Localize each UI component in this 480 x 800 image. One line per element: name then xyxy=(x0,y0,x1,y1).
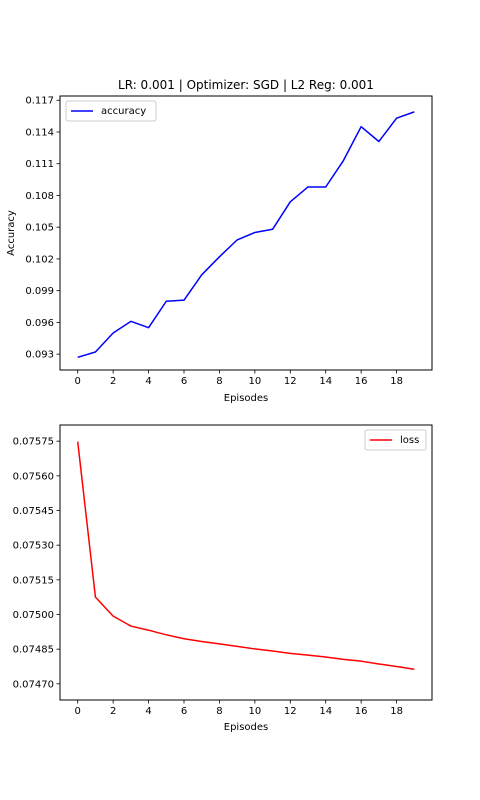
series-line-loss xyxy=(76,441,415,671)
x-tick-label: 14 xyxy=(319,706,332,717)
y-tick-label: 0.096 xyxy=(25,318,54,329)
x-tick-label: 14 xyxy=(319,376,332,387)
y-tick-label: 0.07545 xyxy=(13,506,54,517)
x-axis-label: Episodes xyxy=(224,722,268,733)
y-tick-label: 0.111 xyxy=(25,159,54,170)
x-tick-label: 6 xyxy=(181,376,187,387)
x-tick-label: 8 xyxy=(216,376,222,387)
y-tick-label: 0.093 xyxy=(25,350,54,361)
x-tick-label: 4 xyxy=(145,706,151,717)
x-tick-label: 6 xyxy=(181,706,187,717)
y-tick-label: 0.114 xyxy=(25,127,54,138)
y-tick-label: 0.07515 xyxy=(13,575,54,586)
y-tick-label: 0.07485 xyxy=(13,645,54,656)
x-axis-label: Episodes xyxy=(224,393,268,404)
x-tick-label: 18 xyxy=(390,706,403,717)
accuracy-subplot: LR: 0.001 | Optimizer: SGD | L2 Reg: 0.0… xyxy=(6,78,433,404)
loss-axes-frame xyxy=(59,424,433,701)
x-tick-label: 2 xyxy=(110,376,116,387)
legend: loss xyxy=(364,429,427,451)
x-tick-label: 0 xyxy=(75,706,81,717)
x-tick-label: 16 xyxy=(355,376,368,387)
y-axis-label: Accuracy xyxy=(6,210,17,256)
x-tick-label: 8 xyxy=(216,706,222,717)
loss-subplot: 0 2 4 6 8 10 12 14 16 18 0.07470 0.07485 0.07500 0.07… xyxy=(13,424,433,733)
x-tick-label: 0 xyxy=(75,376,81,387)
x-tick-label: 12 xyxy=(284,706,297,717)
legend-box xyxy=(364,429,427,451)
x-tick-label: 4 xyxy=(145,376,151,387)
x-tick-label: 12 xyxy=(284,376,297,387)
y-tick-label: 0.105 xyxy=(25,223,54,234)
y-tick-label: 0.099 xyxy=(25,286,54,297)
y-tick-label: 0.07470 xyxy=(13,679,54,690)
x-tick-label: 10 xyxy=(248,376,261,387)
legend: accuracy xyxy=(65,100,157,122)
y-tick-label: 0.117 xyxy=(25,96,54,107)
y-tick-label: 0.07560 xyxy=(13,471,54,482)
legend-label-accuracy: accuracy xyxy=(101,106,146,117)
x-tick-label: 2 xyxy=(110,706,116,717)
x-tick-label: 10 xyxy=(248,706,261,717)
series-line-accuracy xyxy=(77,111,415,359)
y-tick-label: 0.07575 xyxy=(13,437,54,448)
y-tick-label: 0.102 xyxy=(25,254,54,265)
chart-title: LR: 0.001 | Optimizer: SGD | L2 Reg: 0.0… xyxy=(118,78,374,92)
y-tick-label: 0.07530 xyxy=(13,541,54,552)
x-tick-label: 16 xyxy=(355,706,368,717)
loss-plot-area: 0 2 4 6 8 10 12 14 16 18 0.07470 0.07485 0.07500 0.07… xyxy=(13,437,415,717)
x-tick-label: 18 xyxy=(390,376,403,387)
legend-label-loss: loss xyxy=(400,435,419,446)
y-tick-label: 0.108 xyxy=(25,191,54,202)
y-tick-label: 0.07500 xyxy=(13,610,54,621)
legend-box xyxy=(65,100,157,122)
accuracy-plot-area: 0 2 4 6 8 10 12 14 16 18 0.093 0.096 0.099 0.102 0.105… xyxy=(25,96,415,387)
accuracy-axes-frame xyxy=(59,95,433,371)
